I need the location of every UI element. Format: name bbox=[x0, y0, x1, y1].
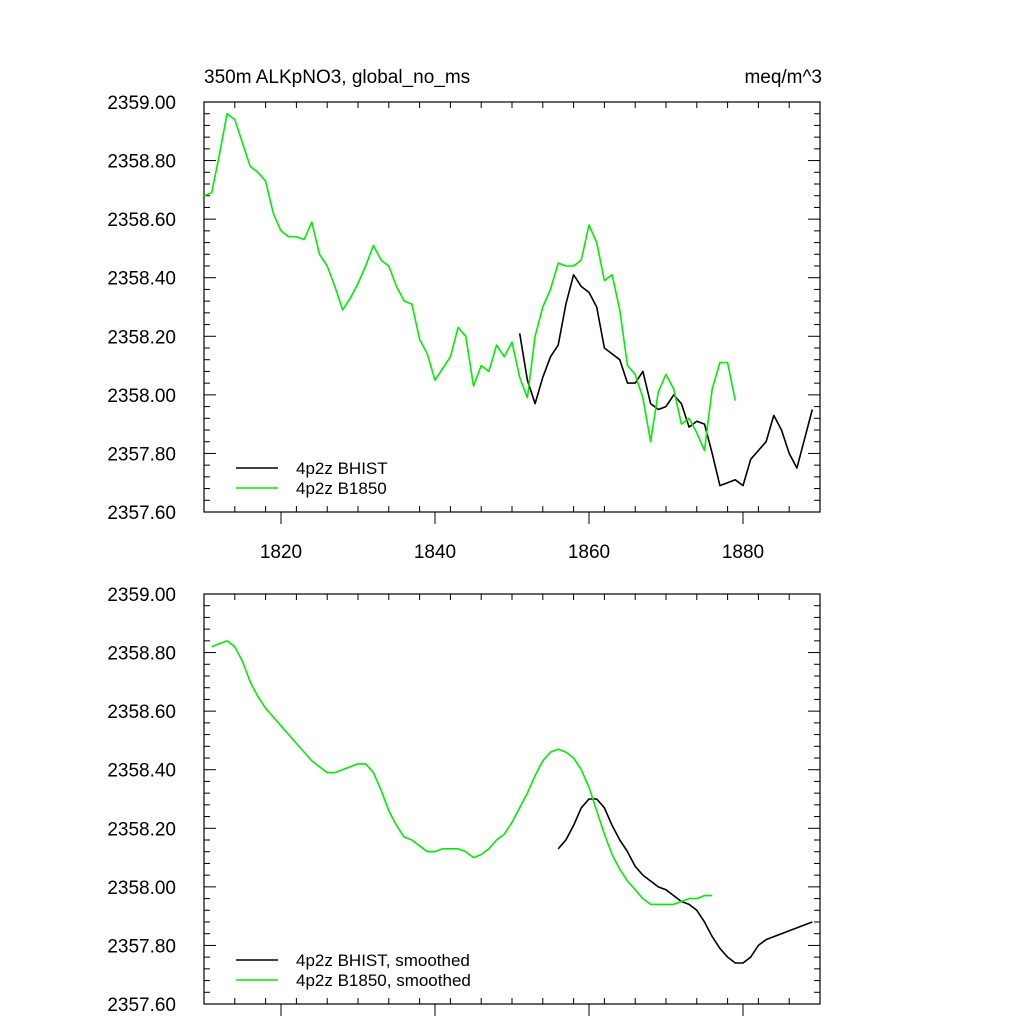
top-ytick-label: 2359.00 bbox=[107, 93, 176, 114]
top-ytick-label: 2358.20 bbox=[107, 327, 176, 348]
bottom-ytick-label: 2358.60 bbox=[107, 702, 176, 723]
bottom-legend-label: 4p2z B1850, smoothed bbox=[296, 971, 471, 990]
bottom-ytick-label: 2358.80 bbox=[107, 644, 176, 665]
top-series-line-b1850 bbox=[203, 112, 737, 452]
top-ytick-label: 2358.00 bbox=[107, 386, 176, 407]
top-ytick-label: 2358.60 bbox=[107, 210, 176, 231]
top-xtick-label: 1840 bbox=[414, 542, 456, 563]
top-xtick-label: 1820 bbox=[260, 542, 302, 563]
top-ytick-label: 2358.40 bbox=[107, 269, 176, 290]
bottom-plot-frame bbox=[203, 593, 821, 1005]
bottom-ytick-label: 2357.80 bbox=[107, 936, 176, 957]
bottom-ytick-label: 2358.20 bbox=[107, 819, 176, 840]
top-series-line-bhist bbox=[518, 273, 814, 487]
top-ytick-label: 2357.60 bbox=[107, 503, 176, 524]
bottom-ytick-label: 2358.00 bbox=[107, 878, 176, 899]
top-title-left: 350m ALKpNO3, global_no_ms bbox=[204, 67, 470, 88]
top-xtick-label: 1860 bbox=[568, 542, 610, 563]
top-title-right: meq/m^3 bbox=[744, 67, 822, 88]
bottom-panel: 2357.60 2357.80 2358.00 2358.20 2358.40 2358.… bbox=[107, 585, 821, 1016]
top-legend-label: 4p2z B1850 bbox=[296, 479, 387, 498]
top-panel: 350m ALKpNO3, global_no_ms meq/m^3 2357.… bbox=[107, 67, 822, 563]
top-xtick-label: 1880 bbox=[722, 542, 764, 563]
top-plot-frame bbox=[203, 101, 821, 513]
bottom-ytick-label: 2359.00 bbox=[107, 585, 176, 606]
top-ytick-label: 2357.80 bbox=[107, 444, 176, 465]
bottom-ytick-label: 2358.40 bbox=[107, 761, 176, 782]
bottom-legend-label: 4p2z BHIST, smoothed bbox=[296, 951, 470, 970]
top-legend-label: 4p2z BHIST bbox=[296, 459, 388, 478]
bottom-series-line-bhist bbox=[557, 798, 813, 964]
top-ytick-label: 2358.80 bbox=[107, 152, 176, 173]
bottom-ytick-label: 2357.60 bbox=[107, 995, 176, 1016]
bottom-series-line-b1850 bbox=[211, 640, 713, 906]
